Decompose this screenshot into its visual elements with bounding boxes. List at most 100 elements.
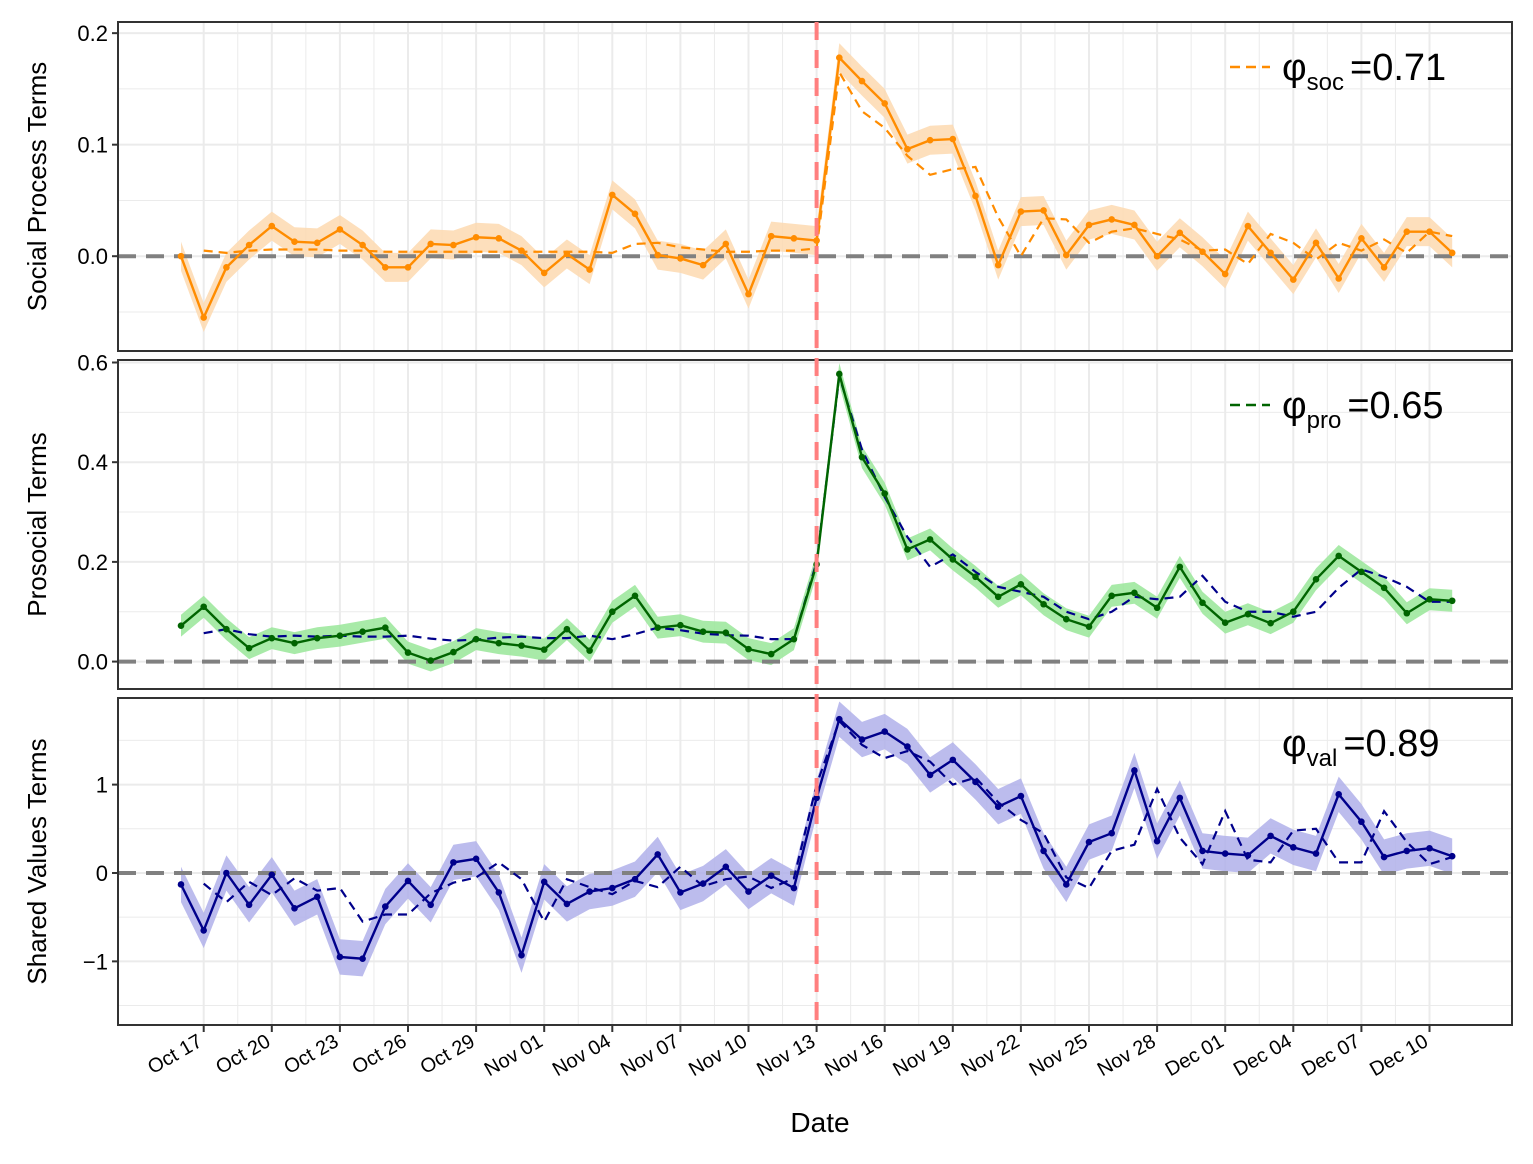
data-point: [790, 884, 798, 892]
data-point: [563, 625, 571, 633]
data-point: [972, 573, 979, 581]
data-point: [223, 625, 230, 633]
data-point: [631, 875, 639, 883]
data-point: [1199, 847, 1206, 855]
data-point: [1290, 844, 1297, 851]
series-layer: [118, 701, 1512, 977]
data-point: [1312, 239, 1320, 247]
data-point: [836, 54, 843, 61]
data-point: [609, 191, 616, 199]
data-point: [1131, 767, 1138, 774]
data-point: [518, 642, 525, 649]
data-point: [404, 649, 412, 656]
data-point: [518, 951, 525, 959]
data-point: [767, 872, 775, 879]
data-point: [1108, 829, 1115, 837]
data-point: [540, 269, 548, 277]
data-point: [1063, 615, 1070, 623]
x-tick-label: Oct 26: [348, 1030, 410, 1079]
x-tick-label: Nov 04: [549, 1030, 615, 1081]
data-point: [1290, 276, 1297, 283]
data-point: [359, 628, 366, 635]
data-point: [949, 556, 957, 563]
data-point: [1085, 838, 1093, 846]
data-point: [586, 888, 593, 895]
data-point: [313, 893, 321, 901]
y-tick-label: 0.6: [77, 350, 108, 375]
data-point: [291, 639, 298, 647]
x-axis-label: Date: [790, 1107, 849, 1138]
data-point: [1448, 249, 1456, 257]
data-point: [949, 135, 957, 143]
data-point: [813, 794, 820, 802]
data-point: [745, 645, 752, 653]
data-point: [1176, 229, 1184, 237]
data-point: [745, 290, 752, 298]
data-point: [1221, 270, 1229, 278]
data-point: [177, 622, 185, 629]
data-point: [177, 881, 185, 888]
data-point: [1085, 221, 1093, 229]
panel-background: [118, 22, 1512, 351]
data-point: [1017, 792, 1025, 800]
data-point: [631, 210, 639, 218]
y-axis-label: Prosocial Terms: [22, 432, 52, 616]
data-point: [518, 247, 525, 254]
data-point: [1426, 595, 1433, 603]
legend-symbol: φ: [1282, 47, 1307, 89]
data-point: [268, 871, 276, 879]
data-point: [677, 255, 684, 262]
data-point: [1131, 221, 1138, 229]
x-tick-label: Nov 22: [958, 1030, 1024, 1081]
data-point: [1426, 844, 1433, 852]
data-point: [1017, 581, 1025, 588]
data-point: [1380, 853, 1388, 861]
legend: φpro =0.65: [1230, 385, 1443, 434]
data-point: [1108, 592, 1115, 600]
data-point: [450, 859, 457, 866]
data-point: [904, 743, 911, 750]
legend-value: =0.89: [1343, 723, 1439, 765]
data-point: [654, 251, 661, 259]
data-point: [586, 266, 593, 273]
x-tick-label: Nov 16: [821, 1030, 887, 1081]
data-point: [722, 629, 730, 636]
y-tick-label: 0.0: [77, 650, 108, 675]
data-point: [1221, 619, 1229, 627]
data-point: [450, 241, 457, 249]
data-point: [858, 77, 866, 85]
data-point: [904, 145, 911, 153]
y-axis-label: Shared Values Terms: [22, 738, 52, 984]
data-point: [1108, 216, 1115, 223]
x-tick-label: Nov 10: [685, 1030, 751, 1081]
data-point: [1040, 600, 1047, 608]
data-point: [495, 889, 503, 896]
data-point: [745, 888, 752, 895]
data-point: [1448, 597, 1456, 605]
data-point: [1040, 207, 1047, 214]
data-point: [586, 647, 593, 654]
data-point: [1380, 264, 1388, 271]
x-axis: Oct 17 Oct 20 Oct 23 Oct 26 Oct 29 Nov 01 Nov …: [144, 1025, 1432, 1081]
data-point: [1267, 249, 1274, 257]
data-point: [609, 608, 616, 616]
data-point: [1176, 794, 1184, 802]
legend-value: =0.71: [1350, 47, 1446, 89]
data-point: [1335, 552, 1342, 560]
data-point: [699, 261, 707, 269]
y-tick-label: 1: [96, 773, 108, 798]
legend-symbol: φ: [1282, 723, 1307, 765]
x-tick-label: Nov 28: [1094, 1030, 1160, 1081]
x-tick-label: Nov 19: [889, 1030, 955, 1081]
y-axis-label: Social Process Terms: [22, 62, 52, 312]
data-point: [177, 252, 185, 260]
data-point: [994, 593, 1002, 601]
data-point: [472, 233, 480, 241]
data-point: [1358, 568, 1365, 576]
data-point: [1403, 847, 1411, 855]
data-point: [359, 955, 366, 963]
predicted-series-line: [203, 718, 1453, 924]
data-point: [1335, 791, 1342, 798]
data-point: [972, 778, 979, 786]
